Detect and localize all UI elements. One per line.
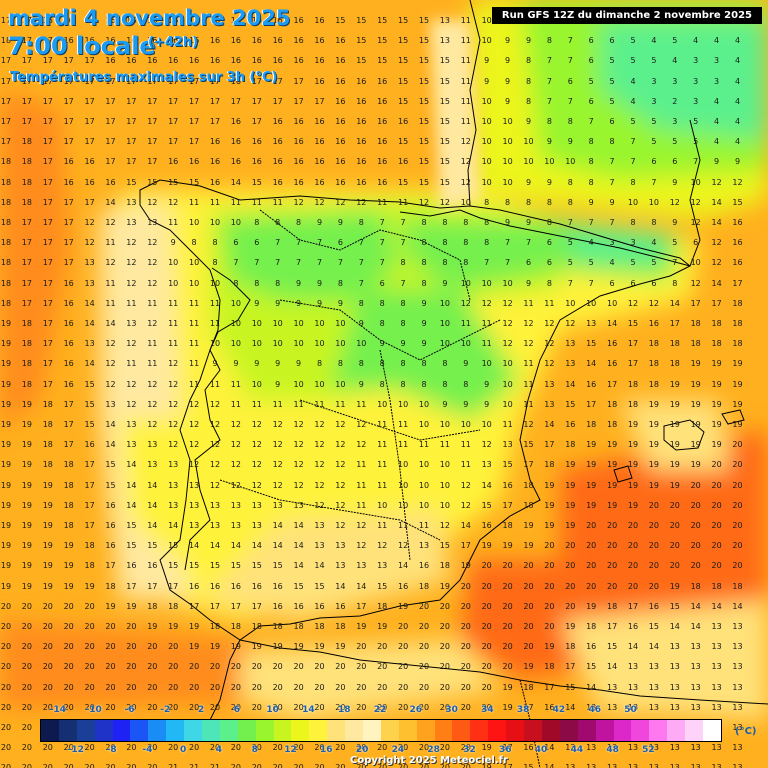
forecast-offset: (+42h) (148, 35, 199, 50)
color-scale-swatch (41, 720, 59, 741)
color-scale-swatch (452, 720, 471, 741)
color-scale-swatch (398, 720, 417, 741)
portugal-spain-border (184, 267, 251, 571)
color-scale-swatch (58, 720, 77, 741)
france-atlantic-coast (467, 0, 481, 207)
parameter-title: Températures maximales sur 3h (°C) (10, 70, 278, 85)
scale-label-bottom: 16 (320, 745, 333, 755)
color-scale-swatch (380, 720, 399, 741)
scale-label-top: 34 (481, 705, 494, 715)
color-scale-swatch (434, 720, 453, 741)
scale-label-top: 6 (233, 705, 240, 715)
color-scale-swatch (345, 720, 364, 741)
scale-label-bottom: -12 (67, 745, 84, 755)
france-east-border (689, 119, 701, 267)
scale-label-top: 2 (197, 705, 205, 715)
color-scale-swatch (363, 720, 381, 741)
mallorca-outline (663, 419, 705, 451)
color-scale-swatch (667, 720, 686, 741)
scale-label-bottom: 20 (355, 745, 369, 755)
scale-label-bottom: -4 (142, 745, 153, 755)
color-scale-swatch (524, 720, 542, 741)
morocco-algeria-border (519, 679, 541, 768)
scale-label-top: -2 (160, 705, 171, 715)
forecast-date: mardi 4 novembre 2025 (8, 6, 291, 30)
scale-label-top: -10 (85, 705, 102, 715)
color-scale-swatch (559, 720, 578, 741)
color-scale-swatch (237, 720, 256, 741)
color-scale-swatch (595, 720, 614, 741)
color-scale-swatch (255, 720, 274, 741)
scale-label-top: 38 (516, 705, 530, 715)
color-scale-swatch (488, 720, 507, 741)
scale-label-top: 22 (373, 705, 387, 715)
color-scale-swatch (470, 720, 489, 741)
color-scale-swatch (219, 720, 238, 741)
scale-label-top: -14 (49, 705, 67, 715)
north-africa-coast (239, 639, 768, 705)
color-scale-swatch (649, 720, 668, 741)
scale-label-bottom: 8 (251, 745, 258, 755)
spain-france-border (399, 209, 691, 267)
scale-label-top: 42 (552, 705, 566, 715)
scale-label-top: 30 (445, 705, 458, 715)
scale-label-bottom: 44 (570, 745, 584, 755)
scale-label-top: 10 (266, 705, 279, 715)
color-scale-swatch (416, 720, 435, 741)
color-scale-swatch (130, 720, 149, 741)
scale-label-top: 18 (337, 705, 351, 715)
forecast-time: 7:00 locale (8, 32, 156, 60)
scale-label-bottom: 52 (642, 745, 655, 755)
scale-label-bottom: 4 (215, 745, 223, 755)
color-scale-swatch (613, 720, 632, 741)
scale-label-top: 14 (302, 705, 315, 715)
scale-label-top: -6 (124, 705, 135, 715)
color-scale-swatch (541, 720, 560, 741)
color-scale-swatch (202, 720, 220, 741)
scale-label-top: 50 (624, 705, 637, 715)
iberia-coastline (139, 179, 691, 641)
color-scale-swatch (309, 720, 328, 741)
scale-label-bottom: 32 (463, 745, 476, 755)
scale-label-top: 46 (588, 705, 601, 715)
color-scale-swatch (166, 720, 185, 741)
unit-label: (°C) (735, 726, 757, 737)
run-info-box: Run GFS 12Z du dimanche 2 novembre 2025 (491, 7, 762, 24)
scale-label-bottom: 48 (606, 745, 619, 755)
color-scale-swatch (184, 720, 203, 741)
color-scale-swatch (327, 720, 346, 741)
color-scale-swatch (148, 720, 167, 741)
scale-label-bottom: 36 (498, 745, 512, 755)
scale-label-bottom: 12 (284, 745, 297, 755)
color-scale-swatch (631, 720, 650, 741)
scale-label-top: 26 (409, 705, 423, 715)
scale-label-bottom: 40 (534, 745, 548, 755)
scale-label-bottom: 28 (427, 745, 440, 755)
copyright-text: Copyright 2025 Meteociel.fr (350, 755, 508, 766)
color-scale-swatch (685, 720, 703, 741)
color-scale-swatch (506, 720, 525, 741)
color-scale-swatch (94, 720, 113, 741)
color-scale-bar (40, 719, 722, 742)
color-scale-swatch (702, 720, 721, 741)
menorca-outline (721, 409, 745, 425)
color-scale-swatch (76, 720, 95, 741)
scale-label-bottom: 24 (391, 745, 405, 755)
color-scale-swatch (273, 720, 292, 741)
color-scale-swatch (112, 720, 131, 741)
ibiza-outline (613, 465, 633, 483)
scale-label-bottom: 0 (180, 745, 187, 755)
color-scale-swatch (291, 720, 310, 741)
scale-label-bottom: -8 (106, 745, 117, 755)
color-scale-swatch (577, 720, 596, 741)
